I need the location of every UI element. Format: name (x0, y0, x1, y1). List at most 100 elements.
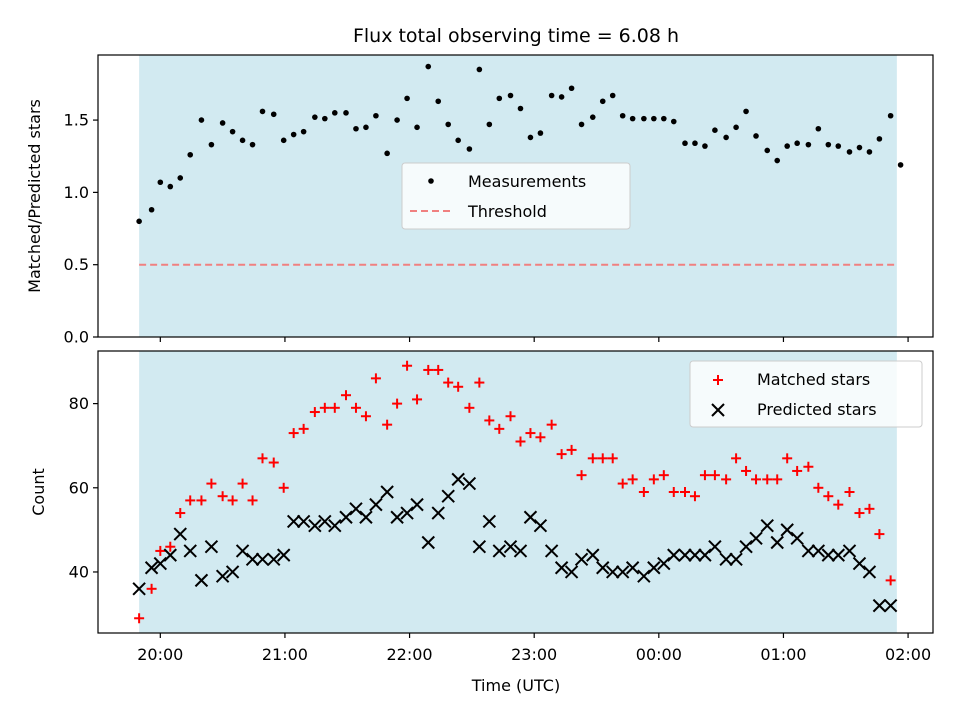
matched-stars-point (402, 360, 413, 371)
predicted-stars-point (596, 561, 610, 575)
predicted-stars-point (586, 548, 600, 562)
matched-stars-point (864, 503, 875, 514)
predicted-stars-point (194, 573, 209, 588)
measurement-point (712, 127, 718, 133)
matched-stars-point (627, 474, 638, 485)
matched-stars-point (525, 428, 536, 439)
predicted-stars-point (719, 552, 733, 567)
matched-stars-point (658, 470, 669, 481)
matched-stars-point (751, 474, 762, 485)
matched-stars-point (146, 583, 157, 594)
ratio-y-tick-label: 1.0 (64, 183, 89, 202)
count-legend: Matched stars Predicted stars (689, 360, 923, 428)
x-tick-label: 00:00 (636, 645, 682, 664)
matched-stars-point (792, 465, 803, 476)
measurement-point (682, 140, 688, 147)
ratio-plot-frame (97, 54, 934, 338)
predicted-stars-point (451, 472, 465, 487)
matched-stars-point (494, 423, 505, 434)
predicted-stars-point (678, 548, 692, 562)
predicted-stars-point (153, 556, 168, 571)
ratio-y-tick-label: 1.5 (64, 111, 89, 130)
matched-stars-point (278, 482, 289, 493)
x-tick-label: 23:00 (511, 645, 557, 664)
measurement-point (774, 157, 781, 164)
matched-stars-point (319, 402, 330, 413)
matched-stars-point (453, 381, 464, 392)
predicted-stars-point (267, 552, 281, 567)
matched-stars-point (288, 428, 299, 439)
predicted-stars-point (729, 552, 743, 567)
matched-stars-point (341, 390, 352, 401)
measurement-point (651, 115, 657, 122)
matched-stars-point (679, 487, 690, 497)
matched-stars-point (309, 407, 320, 418)
measurement-point (249, 141, 256, 148)
matched-stars-point (134, 613, 145, 624)
matched-stars-point (165, 541, 176, 552)
matched-stars-point (762, 474, 773, 485)
measurement-point (609, 92, 616, 99)
legend-measurements-marker (428, 178, 434, 184)
measurement-point (486, 121, 493, 128)
measurement-point (476, 66, 483, 73)
matched-stars-point (566, 444, 577, 455)
predicted-stars-point (276, 548, 291, 562)
measurement-point (578, 121, 585, 128)
predicted-stars-point (790, 531, 804, 546)
ratio-legend-box (401, 162, 631, 230)
matched-stars-point (833, 499, 844, 510)
predicted-stars-point (431, 506, 445, 520)
matched-stars-point (731, 453, 742, 464)
predicted-stars-point (390, 510, 404, 524)
measurement-point (300, 128, 307, 135)
matched-stars-point (844, 487, 855, 497)
predicted-stars-point (615, 565, 630, 579)
measurement-point (219, 120, 226, 126)
measurement-point (239, 137, 246, 144)
predicted-stars-point (245, 552, 260, 567)
predicted-stars-point (564, 565, 579, 579)
predicted-stars-point (852, 556, 867, 571)
predicted-stars-point (606, 565, 620, 579)
measurement-point (404, 95, 410, 102)
predicted-stars-point (625, 561, 640, 575)
measurement-point (815, 125, 822, 132)
predicted-stars-point (821, 548, 836, 562)
measurement-point (455, 137, 461, 144)
measurement-point (343, 110, 349, 116)
chart-title: Flux total observing time = 6.08 h (353, 25, 679, 47)
predicted-stars-point (688, 548, 702, 562)
measurement-point (670, 118, 677, 125)
predicted-stars-point (492, 544, 507, 558)
matched-stars-point (515, 436, 526, 447)
measurement-point (558, 94, 565, 100)
matched-stars-point (556, 449, 567, 460)
matched-stars-point (298, 423, 309, 434)
predicted-stars-point (308, 518, 322, 533)
measurement-point (866, 149, 873, 155)
measurement-point (764, 147, 771, 154)
count-legend-box (689, 360, 923, 428)
measurement-point (702, 143, 708, 149)
measurement-point (466, 146, 473, 152)
measurement-point (312, 114, 318, 120)
measurement-point (753, 133, 759, 139)
predicted-stars-point (462, 476, 477, 491)
predicted-stars-point (780, 523, 794, 537)
matched-stars-point (607, 453, 618, 464)
matched-stars-point (443, 377, 454, 388)
matched-stars-point (155, 545, 166, 556)
predicted-stars-point (204, 540, 219, 554)
predicted-stars-point (441, 489, 455, 503)
matched-stars-point (668, 487, 679, 497)
measurement-point (259, 108, 266, 115)
matched-stars-point (617, 478, 628, 489)
measurement-point (527, 134, 534, 141)
x-axis-label: Time (UTC) (471, 676, 560, 695)
predicted-stars-point (811, 544, 826, 558)
matched-stars-point (803, 461, 814, 472)
matched-stars-point (350, 402, 361, 413)
measurement-point (887, 112, 894, 119)
matched-stars-point (854, 508, 865, 519)
